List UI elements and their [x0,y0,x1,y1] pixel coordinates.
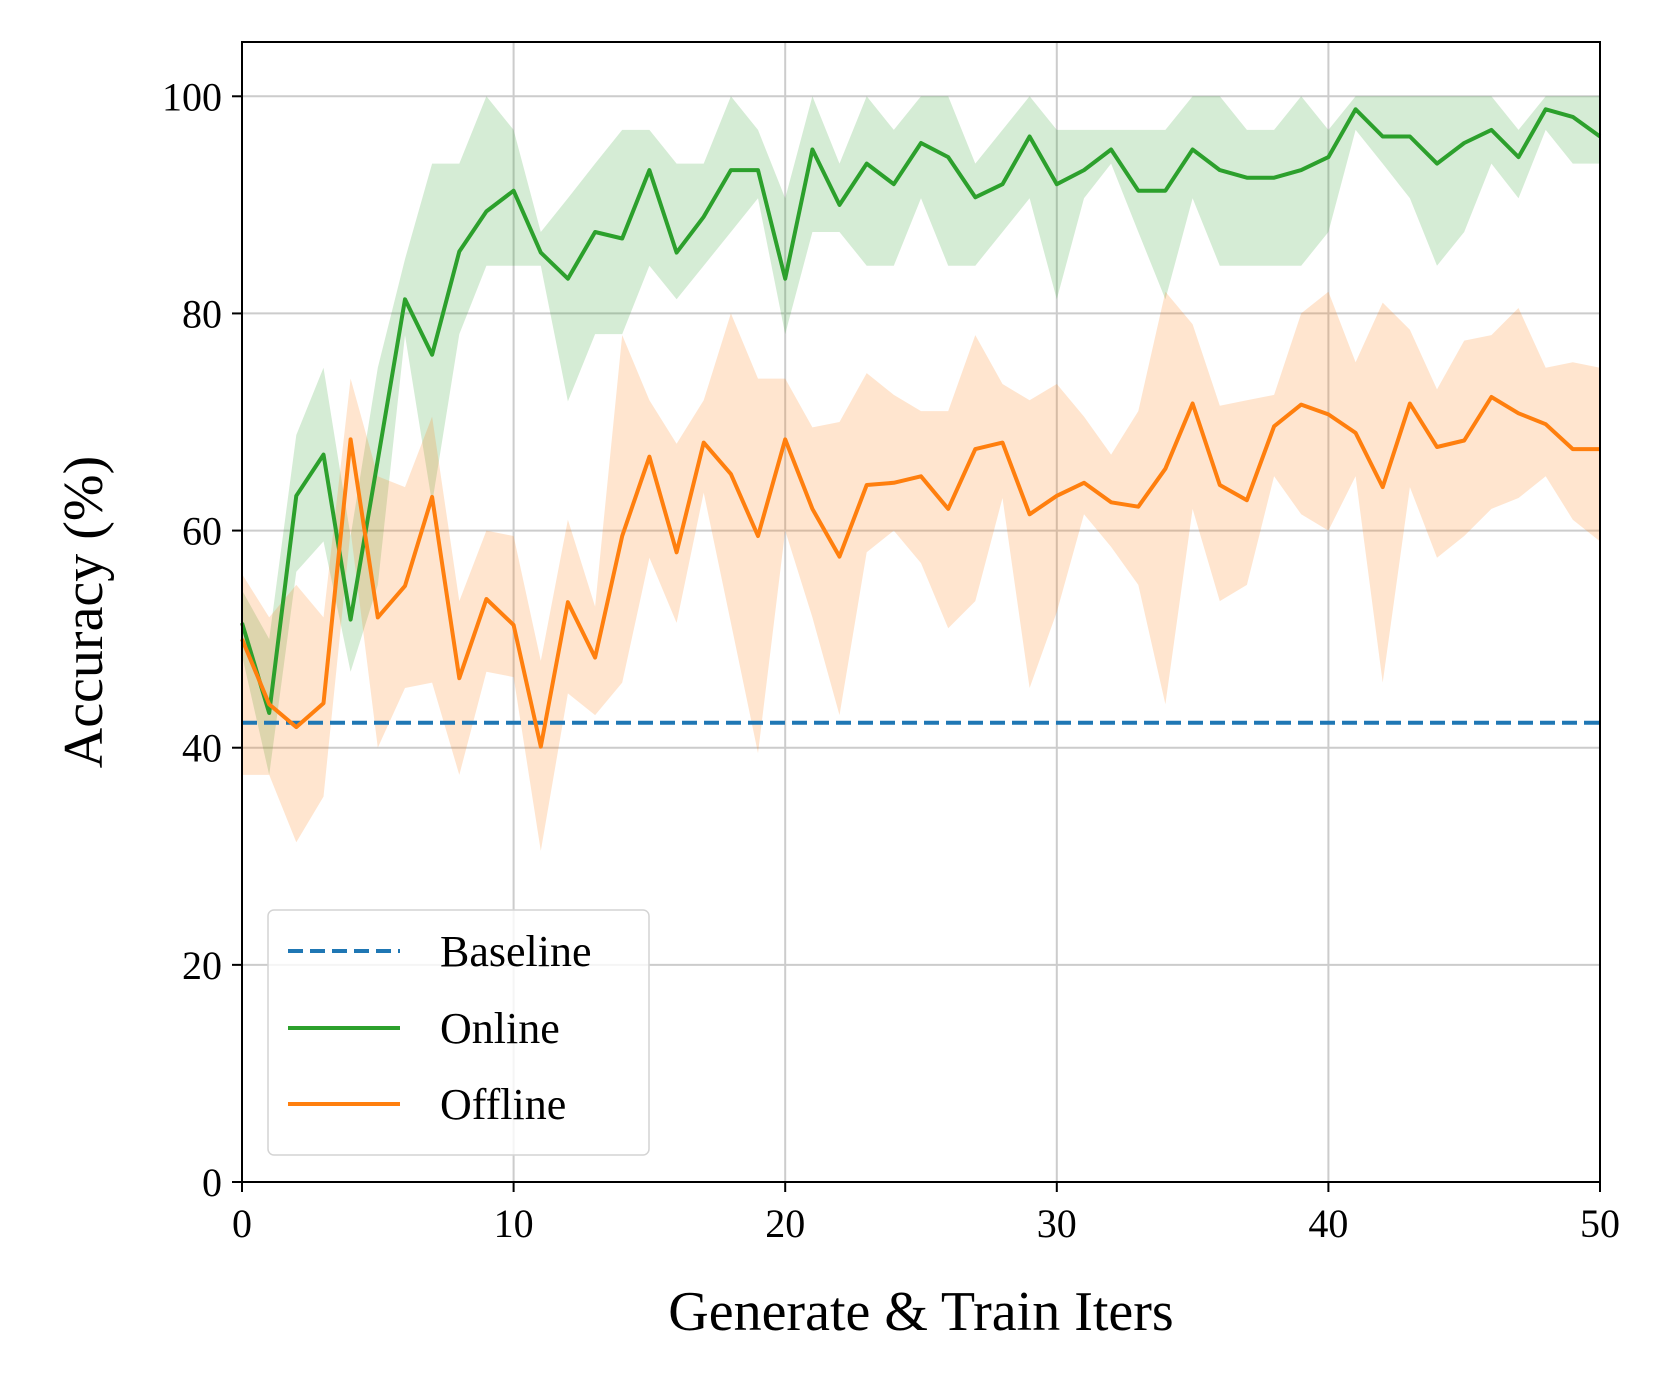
legend-box [267,909,650,1156]
legend-label-online: Online [440,1004,560,1053]
plot-frame [241,41,1601,1183]
axis-ticks: 0 10 20 30 40 50 0 20 40 60 80 100 [162,74,1620,1246]
y-tick-label: 80 [182,291,222,336]
y-tick-label: 20 [182,943,222,988]
y-axis-title: Accuracy (%) [53,456,115,768]
x-tick-label: 50 [1580,1201,1620,1246]
y-tick-label: 40 [182,726,222,771]
x-axis-title: Generate & Train Iters [668,1281,1173,1343]
x-tick-label: 20 [765,1201,805,1246]
y-tick-label: 100 [162,74,222,119]
online-confidence-band [242,96,1600,775]
online-line [240,107,1602,715]
legend-label-offline: Offline [440,1080,566,1129]
confidence-bands [242,96,1600,851]
x-tick-label: 30 [1037,1201,1077,1246]
offline-line [240,395,1600,749]
legend: Baseline Online Offline [267,909,650,1156]
y-tick-label: 0 [202,1160,222,1205]
offline-confidence-band [242,291,1600,851]
y-tick-label: 60 [182,509,222,554]
x-tick-label: 0 [232,1201,252,1246]
x-tick-label: 10 [494,1201,534,1246]
series-lines [240,107,1602,749]
x-tick-label: 40 [1308,1201,1348,1246]
legend-label-baseline: Baseline [440,927,592,976]
